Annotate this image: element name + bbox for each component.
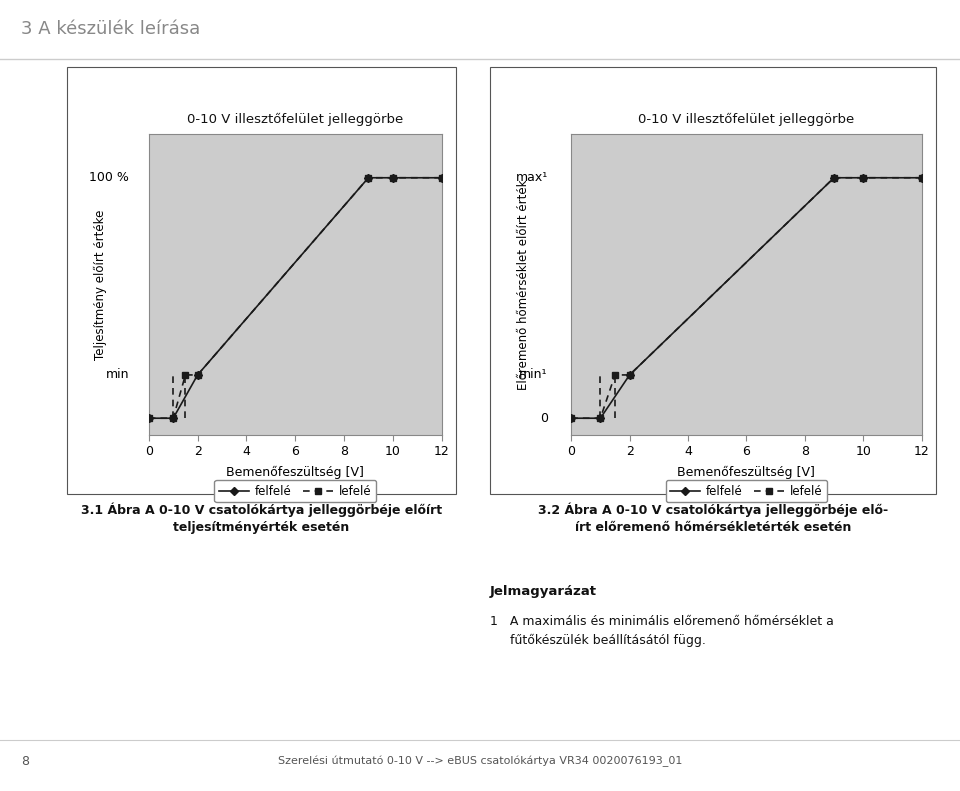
- felfelé: [857, 173, 869, 183]
- felfelé: [192, 370, 204, 380]
- Y-axis label: Teljesítmény előírt értéke: Teljesítmény előírt értéke: [94, 210, 108, 360]
- X-axis label: Bemenőfeszültség [V]: Bemenőfeszültség [V]: [678, 465, 815, 479]
- Text: Jelmagyarázat: Jelmagyarázat: [490, 585, 596, 598]
- felfelé: [565, 414, 577, 423]
- Title: 0-10 V illesztőfelület jelleggörbe: 0-10 V illesztőfelület jelleggörbe: [187, 113, 403, 127]
- lefelé: [565, 414, 577, 423]
- lefelé: [363, 173, 374, 183]
- Title: 0-10 V illesztőfelület jelleggörbe: 0-10 V illesztőfelület jelleggörbe: [638, 113, 854, 127]
- Line: lefelé: lefelé: [146, 175, 444, 421]
- felfelé: [828, 173, 840, 183]
- Text: 0: 0: [540, 412, 548, 425]
- Line: lefelé: lefelé: [568, 175, 924, 421]
- Text: 1   A maximális és minimális előremenő hőmérséklet a
     fűtőkészülék beállítás: 1 A maximális és minimális előremenő hőm…: [490, 615, 833, 646]
- Y-axis label: Előremenő hőmérséklet előírt érték: Előremenő hőmérséklet előírt érték: [516, 180, 530, 390]
- lefelé: [916, 173, 927, 183]
- lefelé: [624, 370, 636, 380]
- Legend: felfelé, lefelé: felfelé, lefelé: [214, 480, 376, 502]
- lefelé: [192, 370, 204, 380]
- lefelé: [143, 414, 155, 423]
- felfelé: [167, 414, 179, 423]
- Text: max¹: max¹: [516, 172, 548, 184]
- Text: 3.2 Ábra A 0-10 V csatolókártya jelleggörbéje elő-
írt előremenő hőmérsékletérté: 3.2 Ábra A 0-10 V csatolókártya jelleggö…: [538, 502, 888, 534]
- Text: Szerelési útmutató 0-10 V --> eBUS csatolókártya VR34 0020076193_01: Szerelési útmutató 0-10 V --> eBUS csato…: [277, 755, 683, 766]
- felfelé: [143, 414, 155, 423]
- lefelé: [857, 173, 869, 183]
- lefelé: [594, 414, 606, 423]
- lefelé: [167, 414, 179, 423]
- felfelé: [624, 370, 636, 380]
- Text: 3 A készülék leírása: 3 A készülék leírása: [21, 20, 201, 38]
- lefelé: [828, 173, 840, 183]
- Text: min: min: [106, 369, 130, 381]
- Line: felfelé: felfelé: [146, 175, 444, 421]
- lefelé: [180, 370, 191, 380]
- Line: felfelé: felfelé: [568, 175, 924, 421]
- felfelé: [436, 173, 447, 183]
- felfelé: [363, 173, 374, 183]
- Text: 3.1 Ábra A 0-10 V csatolókártya jelleggörbéje előírt
teljesítményérték esetén: 3.1 Ábra A 0-10 V csatolókártya jelleggö…: [81, 502, 443, 534]
- X-axis label: Bemenőfeszültség [V]: Bemenőfeszültség [V]: [227, 465, 364, 479]
- Text: 8: 8: [21, 755, 29, 768]
- Text: min¹: min¹: [519, 369, 548, 381]
- lefelé: [610, 370, 621, 380]
- felfelé: [916, 173, 927, 183]
- lefelé: [387, 173, 398, 183]
- Text: 100 %: 100 %: [89, 172, 130, 184]
- lefelé: [436, 173, 447, 183]
- felfelé: [594, 414, 606, 423]
- Legend: felfelé, lefelé: felfelé, lefelé: [665, 480, 828, 502]
- felfelé: [387, 173, 398, 183]
